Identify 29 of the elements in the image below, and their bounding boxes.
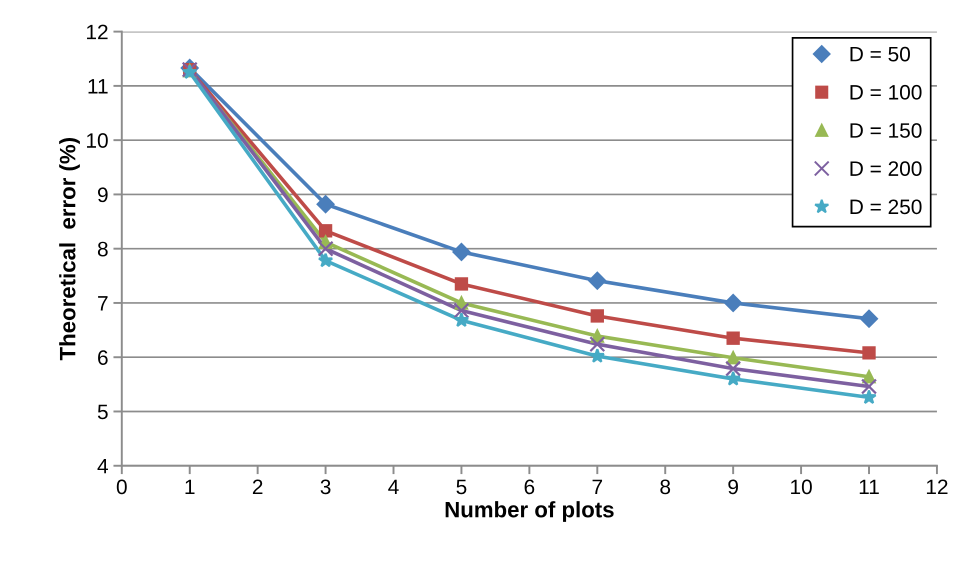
x-tick-label: 7 — [592, 480, 602, 494]
y-axis-title: Theoretical error (%) — [59, 138, 80, 360]
y-tick-label: 8 — [98, 242, 108, 256]
x-tick-label: 1 — [186, 480, 194, 494]
x-tick-label: 10 — [791, 479, 812, 494]
x-tick-label: 2 — [252, 479, 262, 494]
legend-label: D = 150 — [850, 123, 922, 138]
y-tick-label: 9 — [98, 187, 108, 202]
legend-label: D = 100 — [850, 84, 922, 100]
x-tick-label: 8 — [660, 479, 670, 494]
y-tick-label: 7 — [98, 296, 108, 310]
x-tick-label: 3 — [320, 479, 330, 494]
x-tick-label: 4 — [388, 480, 399, 494]
x-tick-label: 11 — [860, 480, 879, 494]
y-tick-label: 6 — [98, 350, 108, 365]
x-tick-label: 5 — [456, 480, 466, 494]
legend-label: D = 50 — [850, 46, 910, 62]
x-axis-title: Number of plots — [446, 501, 614, 522]
legend-label: D = 200 — [850, 161, 922, 176]
legend-label: D = 250 — [850, 199, 922, 214]
x-tick-label: 9 — [728, 479, 738, 494]
x-tick-label: 0 — [116, 479, 127, 494]
y-tick-label: 4 — [97, 458, 108, 474]
y-tick-label: 10 — [87, 133, 108, 148]
y-tick-label: 11 — [88, 79, 108, 94]
x-tick-label: 6 — [524, 479, 534, 494]
x-tick-label: 12 — [926, 479, 948, 494]
y-tick-label: 12 — [87, 24, 108, 40]
y-tick-label: 5 — [98, 404, 108, 420]
